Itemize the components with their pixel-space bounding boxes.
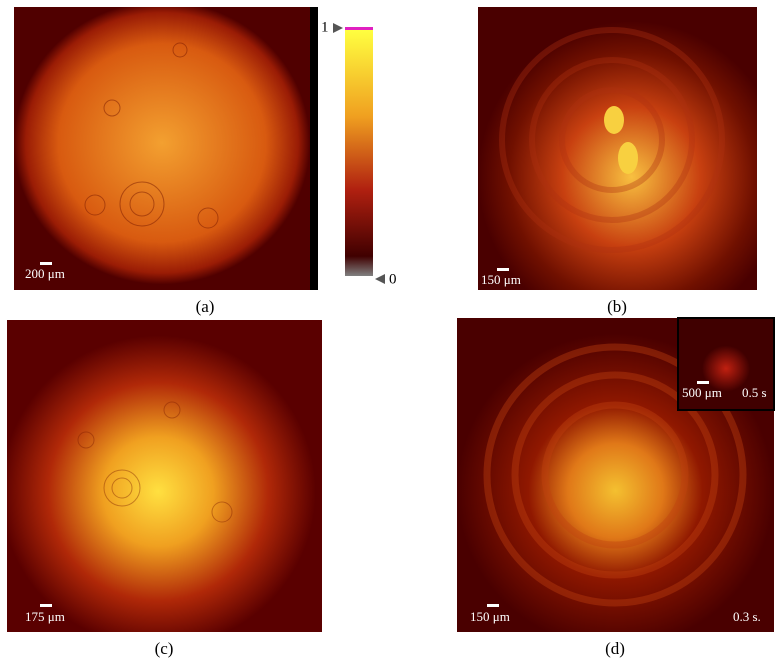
colorbar-min: 0	[389, 271, 397, 287]
panel-d: 500 μm 0.5 s 150 μm 0.3 s. (d)	[457, 317, 775, 658]
scale-label: 175 μm	[25, 609, 65, 624]
panel-label: (c)	[155, 639, 174, 658]
arrow	[375, 274, 385, 284]
image	[14, 7, 310, 290]
scale-bar	[487, 604, 499, 607]
scale-label: 150 μm	[470, 609, 510, 624]
inset-time: 0.5 s	[742, 385, 767, 400]
colorbar-max: 1	[321, 19, 329, 35]
colorbar: 1 0	[321, 19, 397, 287]
scale-label: 150 μm	[481, 272, 521, 287]
panel-label: (d)	[605, 639, 625, 658]
panel-b: 150 μm (b)	[478, 7, 757, 316]
panel-c: 175 μm (c)	[7, 320, 322, 658]
rings	[483, 343, 747, 607]
inset-scale-label: 500 μm	[682, 385, 722, 400]
panel-label: (b)	[607, 297, 627, 316]
colorbar-edge	[310, 7, 318, 290]
image	[478, 7, 757, 290]
rings	[499, 27, 725, 253]
scale-bar	[497, 268, 509, 271]
rings	[77, 401, 233, 523]
inset	[677, 317, 775, 411]
scale-bar	[40, 604, 52, 607]
image	[7, 320, 322, 632]
colorbar-top	[345, 27, 373, 30]
panel-label: (a)	[196, 297, 215, 316]
spot	[604, 106, 624, 134]
spot	[618, 142, 638, 174]
scale-bar	[40, 262, 52, 265]
arrow	[333, 23, 343, 33]
time-label: 0.3 s.	[733, 609, 761, 624]
scale-label: 200 μm	[25, 266, 65, 281]
panel-a: 200 μm (a)	[14, 7, 318, 316]
scale-bar	[697, 381, 709, 384]
rings	[84, 42, 219, 229]
colorbar-gradient	[345, 30, 373, 276]
